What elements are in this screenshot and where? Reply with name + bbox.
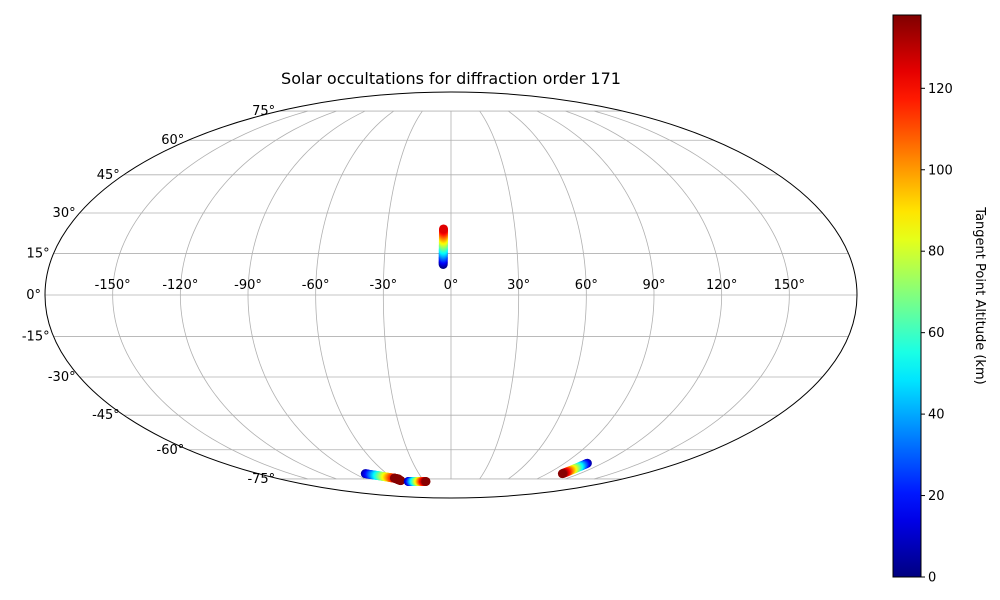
lon-tick-label: 150°: [774, 278, 805, 293]
gridline-lon: [112, 110, 308, 480]
gridline-lon: [315, 110, 394, 480]
colorbar-tick-label: 80: [928, 245, 945, 260]
lat-tick-label: -30°: [48, 370, 76, 385]
lat-tick-label: -75°: [247, 472, 275, 487]
lon-tick-label: -60°: [302, 278, 330, 293]
lat-tick-label: 0°: [26, 288, 41, 303]
lon-tick-label: 90°: [642, 278, 665, 293]
colorbar-tick-label: 100: [928, 163, 953, 178]
gridline-lon: [247, 110, 366, 480]
lat-tick-label: 75°: [252, 104, 275, 119]
gridline-lon: [594, 110, 790, 480]
colorbar-gradient: [892, 14, 922, 578]
data-point: [421, 476, 431, 486]
colorbar-tick-label: 20: [928, 489, 945, 504]
lat-tick-label: 30°: [53, 206, 76, 221]
chart-title: Solar occultations for diffraction order…: [281, 69, 621, 88]
lon-tick-label: -90°: [234, 278, 262, 293]
lat-tick-label: 15°: [27, 246, 50, 261]
gridline-lon: [536, 110, 655, 480]
lon-tick-label: 60°: [575, 278, 598, 293]
lon-tick-label: -120°: [162, 278, 198, 293]
gridline-lon: [479, 110, 520, 480]
lon-tick-label: 30°: [507, 278, 530, 293]
colorbar: 0 20 40 60 80 100 120 Tangent Point Altitude (k…: [892, 14, 987, 586]
data-points: [360, 224, 592, 486]
map-boundary: [44, 91, 858, 499]
gridline-lon: [565, 110, 723, 480]
lat-tick-label: 45°: [97, 168, 120, 183]
lat-tick-label: -60°: [157, 443, 185, 458]
colorbar-tick-label: 40: [928, 408, 945, 423]
data-point: [557, 469, 567, 479]
lat-tick-label: -45°: [92, 408, 120, 423]
colorbar-tick-label: 0: [928, 571, 936, 586]
gridline-lon: [382, 110, 423, 480]
lon-tick-label: -30°: [369, 278, 397, 293]
graticule: [45, 110, 857, 480]
lon-tick-label: 120°: [706, 278, 737, 293]
lat-tick-label: -15°: [22, 330, 50, 345]
data-point: [396, 476, 406, 486]
colorbar-tick-label: 60: [928, 326, 945, 341]
gridline-lon: [508, 110, 587, 480]
colorbar-tick-label: 120: [928, 82, 953, 97]
lon-tick-label: 0°: [444, 278, 459, 293]
lon-tick-label: -150°: [95, 278, 131, 293]
latitude-tick-labels: 75° 60° 45° 30° 15° 0° -15° -30° -45° -60° -75°: [22, 104, 275, 487]
lat-tick-label: 60°: [161, 133, 184, 148]
data-point: [439, 224, 449, 234]
gridline-lon: [179, 110, 337, 480]
colorbar-label: Tangent Point Altitude (km): [972, 206, 987, 384]
longitude-tick-labels: -150° -120° -90° -60° -30° 0° 30° 60° 90° 120° 150…: [95, 278, 805, 293]
